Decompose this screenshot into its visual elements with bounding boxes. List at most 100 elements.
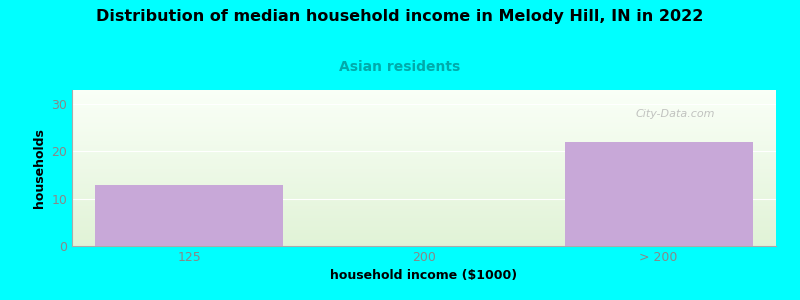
Bar (72, 204, 776, 205)
Bar (72, 121, 776, 122)
Bar (72, 191, 776, 192)
Bar (72, 123, 776, 124)
Bar (72, 154, 776, 155)
Bar (72, 179, 776, 180)
Bar (72, 200, 776, 201)
Bar (72, 164, 776, 165)
Bar (72, 153, 776, 154)
Bar (72, 105, 776, 106)
Bar (72, 225, 776, 226)
Bar (72, 188, 776, 189)
Bar (72, 97, 776, 98)
Text: City-Data.com: City-Data.com (635, 109, 714, 119)
Bar (72, 125, 776, 126)
Bar (72, 222, 776, 223)
Bar (72, 95, 776, 96)
Bar (72, 216, 776, 217)
Bar (72, 101, 776, 102)
Bar (72, 96, 776, 97)
Bar (72, 110, 776, 111)
Bar (72, 175, 776, 176)
Bar (72, 209, 776, 210)
Bar (72, 114, 776, 115)
Bar (72, 119, 776, 120)
Bar (72, 223, 776, 224)
Bar (72, 135, 776, 136)
Bar (72, 242, 776, 243)
Bar (72, 158, 776, 159)
Bar (72, 124, 776, 125)
Bar (72, 98, 776, 99)
Bar (72, 226, 776, 227)
Bar (72, 208, 776, 209)
Bar (72, 112, 776, 113)
Bar (72, 106, 776, 107)
Bar (72, 139, 776, 140)
Y-axis label: households: households (33, 128, 46, 208)
Bar (72, 99, 776, 100)
Bar (72, 233, 776, 234)
Bar (72, 156, 776, 157)
Bar (72, 238, 776, 239)
Bar (72, 140, 776, 141)
Bar (72, 126, 776, 127)
Bar (72, 143, 776, 144)
Bar (72, 190, 776, 191)
Bar (72, 167, 776, 168)
Bar (72, 220, 776, 221)
Bar (72, 219, 776, 220)
Bar (72, 107, 776, 108)
Bar (72, 236, 776, 237)
Bar (72, 93, 776, 94)
Bar (72, 182, 776, 183)
Bar (72, 171, 776, 172)
Bar (72, 152, 776, 153)
Bar (565, 142, 753, 246)
Bar (72, 244, 776, 245)
Bar (72, 151, 776, 152)
Bar (72, 239, 776, 240)
Bar (72, 240, 776, 241)
Bar (72, 113, 776, 114)
Bar (72, 141, 776, 142)
Bar (72, 202, 776, 203)
Bar (72, 122, 776, 123)
Bar (72, 102, 776, 103)
Bar (72, 224, 776, 225)
Bar (72, 231, 776, 232)
Bar (72, 146, 776, 147)
Bar (72, 211, 776, 212)
Bar (72, 194, 776, 195)
Bar (72, 148, 776, 149)
Text: Distribution of median household income in Melody Hill, IN in 2022: Distribution of median household income … (96, 9, 704, 24)
Bar (72, 197, 776, 198)
Bar (72, 142, 776, 143)
Bar (72, 235, 776, 236)
Bar (72, 161, 776, 162)
Bar (72, 180, 776, 181)
Bar (72, 165, 776, 166)
Bar (72, 144, 776, 145)
Bar (72, 129, 776, 130)
Bar (72, 155, 776, 156)
Bar (72, 229, 776, 230)
Bar (72, 193, 776, 194)
Bar (72, 131, 776, 132)
Bar (72, 189, 776, 190)
Bar (72, 157, 776, 158)
Bar (72, 227, 776, 228)
Bar (72, 117, 776, 118)
Bar (72, 138, 776, 139)
Bar (72, 163, 776, 164)
Bar (72, 232, 776, 233)
Bar (72, 205, 776, 206)
Bar (72, 187, 776, 188)
Bar (72, 230, 776, 231)
Bar (72, 210, 776, 211)
Bar (72, 115, 776, 116)
Bar (72, 215, 776, 216)
Bar (72, 134, 776, 135)
Bar (72, 137, 776, 138)
Bar (72, 127, 776, 128)
Bar (72, 203, 776, 204)
